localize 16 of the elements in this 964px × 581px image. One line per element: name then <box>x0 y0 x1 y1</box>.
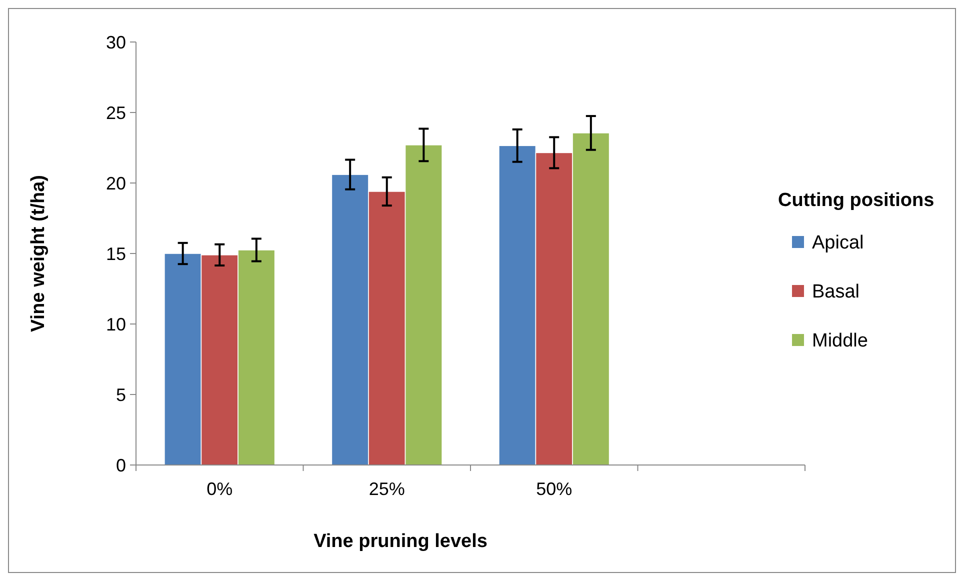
y-tick-label: 30 <box>106 32 126 52</box>
legend-label: Apical <box>812 232 864 254</box>
y-tick-label: 20 <box>106 173 126 194</box>
legend-label: Middle <box>812 330 868 352</box>
y-tick-label: 5 <box>116 384 126 405</box>
y-tick-label: 0 <box>116 455 126 476</box>
x-axis-title: Vine pruning levels <box>314 531 488 552</box>
x-tick-label: 0% <box>206 479 233 499</box>
legend-title: Cutting positions <box>778 190 934 211</box>
y-axis-title: Vine weight (t/ha) <box>28 175 49 332</box>
y-tick-label: 25 <box>106 102 126 123</box>
x-tick-label: 25% <box>368 479 405 499</box>
y-tick-label: 10 <box>106 314 126 334</box>
x-tick-label: 50% <box>536 479 572 499</box>
legend-label: Basal <box>812 282 860 303</box>
y-tick-label: 15 <box>106 244 126 264</box>
